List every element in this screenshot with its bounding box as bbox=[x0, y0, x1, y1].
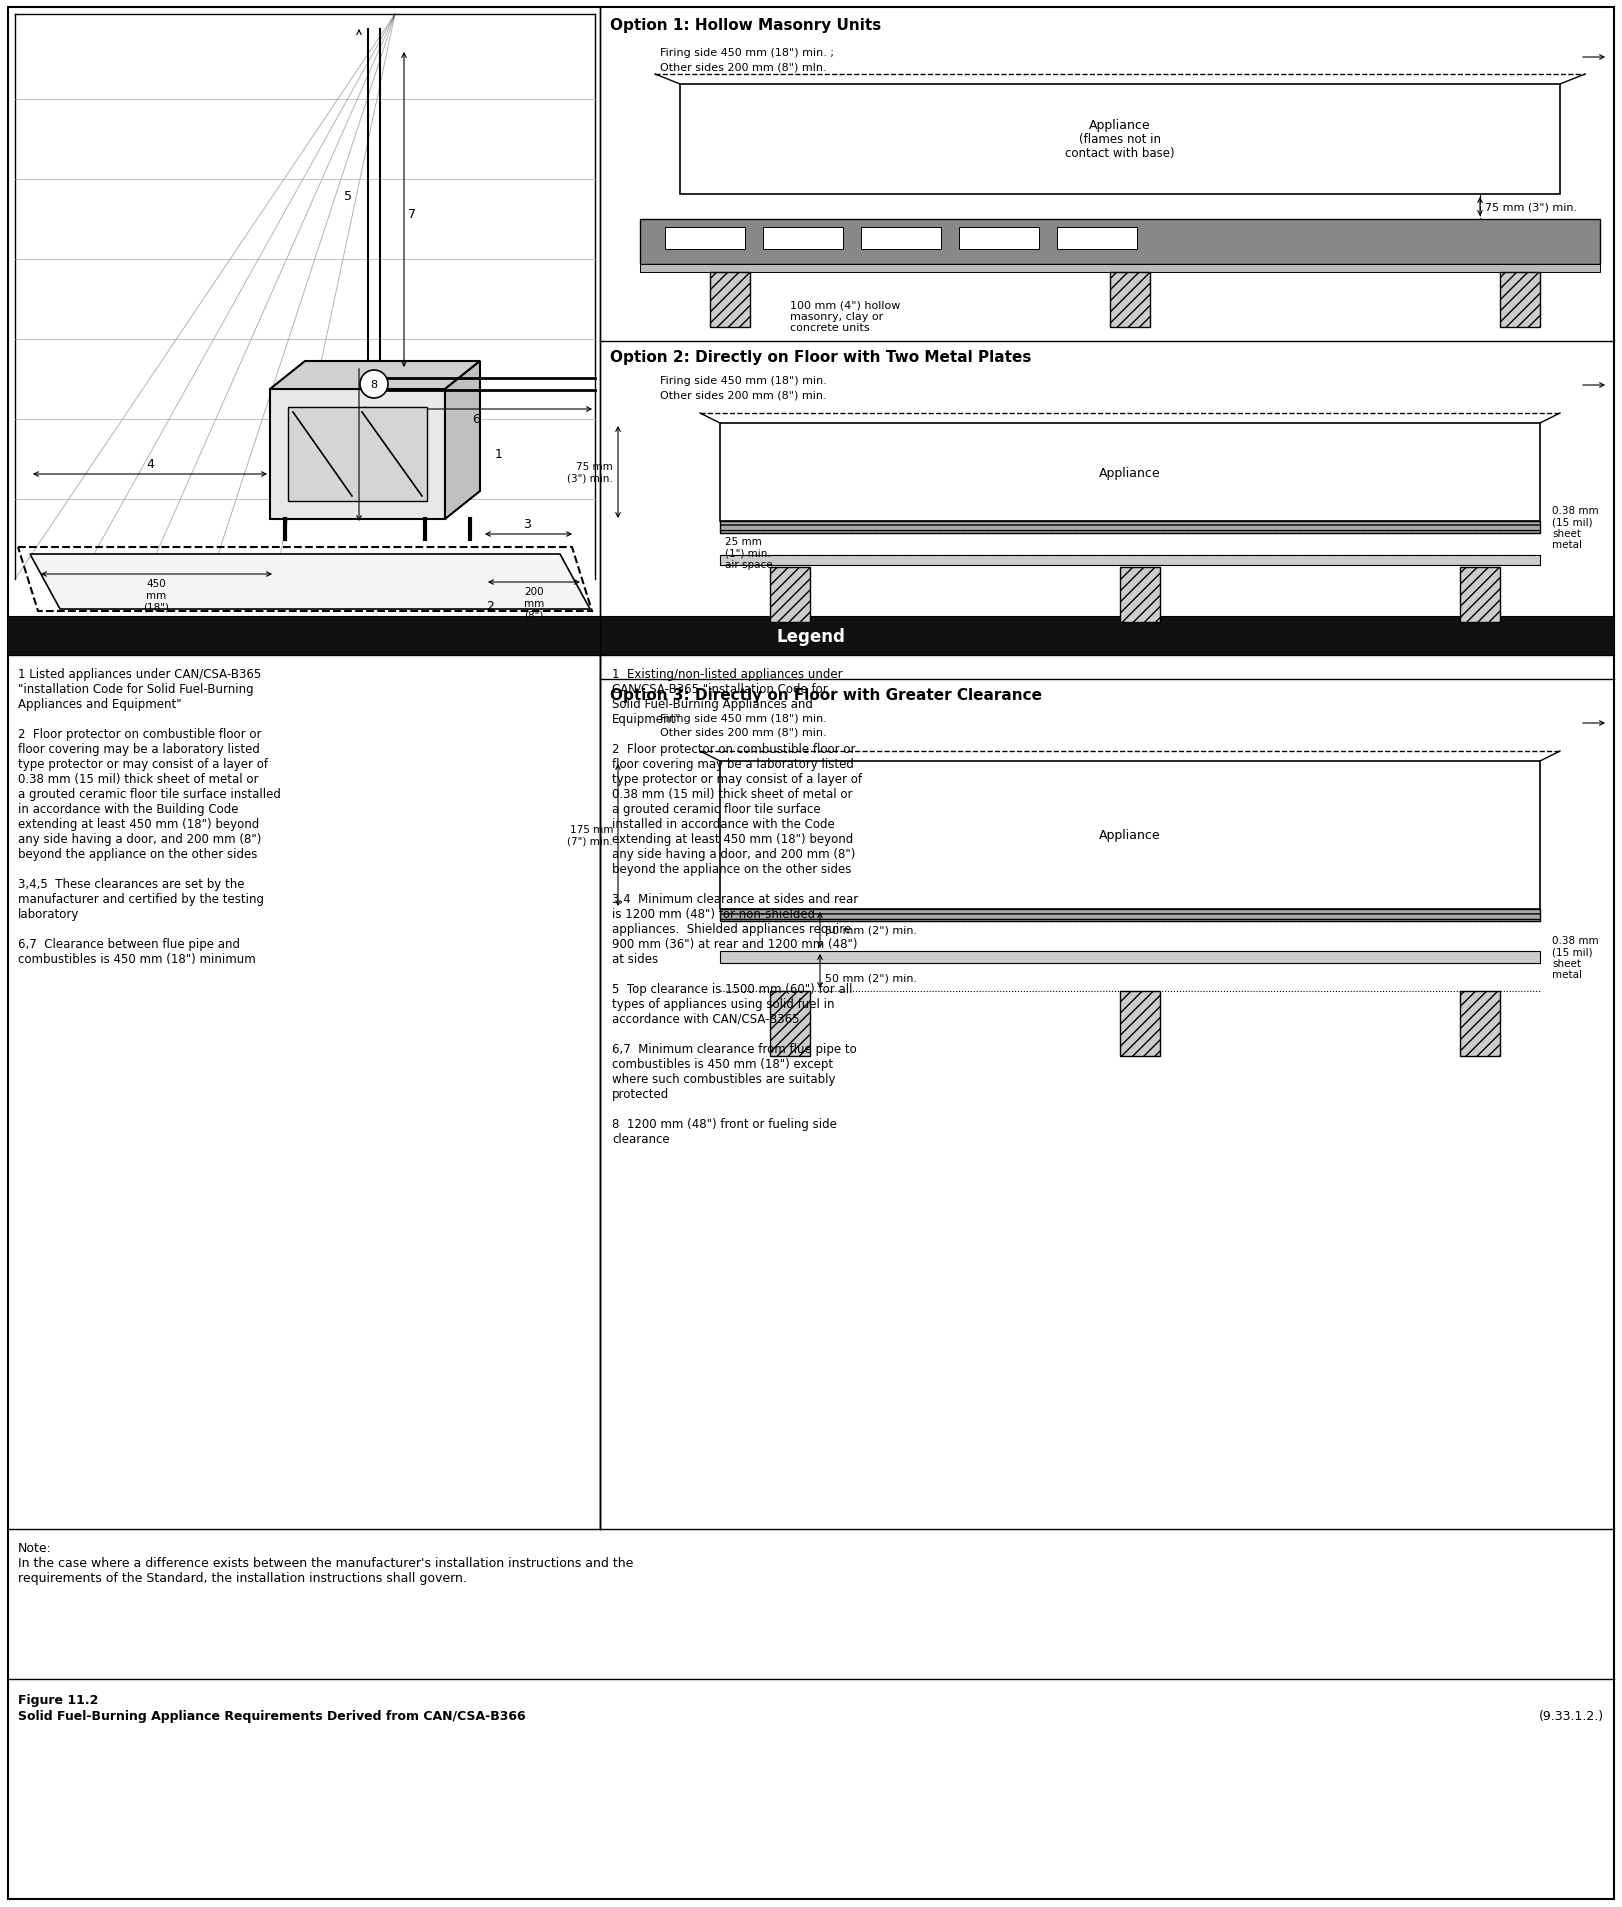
Polygon shape bbox=[269, 362, 480, 389]
Bar bbox=[8, 618, 1614, 656]
Bar bbox=[289, 408, 427, 502]
Text: Option 3: Directly on Floor with Greater Clearance: Option 3: Directly on Floor with Greater… bbox=[610, 688, 1041, 702]
Text: 75 mm
(3") min.: 75 mm (3") min. bbox=[568, 461, 613, 484]
Text: 50 mm (2") min.: 50 mm (2") min. bbox=[826, 925, 916, 936]
Text: Other sides 200 mm (8") min.: Other sides 200 mm (8") min. bbox=[660, 389, 827, 400]
Bar bbox=[680, 86, 1560, 195]
Text: Firing side 450 mm (18") min.: Firing side 450 mm (18") min. bbox=[660, 713, 827, 723]
Text: 7: 7 bbox=[409, 208, 415, 221]
Bar bbox=[1500, 273, 1539, 328]
Bar bbox=[1121, 992, 1160, 1056]
Bar bbox=[861, 227, 941, 250]
Text: 1 Listed appliances under CAN/CSA-B365
"installation Code for Solid Fuel-Burning: 1 Listed appliances under CAN/CSA-B365 "… bbox=[18, 667, 281, 965]
Polygon shape bbox=[29, 555, 590, 610]
Text: 3: 3 bbox=[522, 517, 530, 530]
Text: Appliance: Appliance bbox=[1100, 830, 1161, 843]
Bar bbox=[770, 568, 809, 624]
Bar bbox=[1460, 568, 1500, 624]
Text: Other sides 200 mm (8") mln.: Other sides 200 mm (8") mln. bbox=[660, 61, 827, 72]
Text: 2: 2 bbox=[487, 601, 495, 614]
Bar bbox=[641, 219, 1599, 265]
Text: Firing side 450 mm (18") min. ;: Firing side 450 mm (18") min. ; bbox=[660, 48, 834, 57]
Text: Appliance: Appliance bbox=[1100, 465, 1161, 479]
Text: Option 2: Directly on Floor with Two Metal Plates: Option 2: Directly on Floor with Two Met… bbox=[610, 349, 1032, 364]
Bar bbox=[720, 910, 1539, 921]
Text: 50 mm (2") min.: 50 mm (2") min. bbox=[826, 973, 916, 984]
Bar bbox=[959, 227, 1040, 250]
Text: contact with base): contact with base) bbox=[1066, 147, 1174, 160]
Text: (flames not in: (flames not in bbox=[1079, 133, 1161, 147]
Text: Legend: Legend bbox=[777, 627, 845, 646]
Bar bbox=[1460, 992, 1500, 1056]
Text: Firing side 450 mm (18") min.: Firing side 450 mm (18") min. bbox=[660, 376, 827, 385]
Text: Option 1: Hollow Masonry Units: Option 1: Hollow Masonry Units bbox=[610, 17, 881, 32]
Text: 0.38 mm
(15 mil)
sheet
metal: 0.38 mm (15 mil) sheet metal bbox=[1552, 934, 1599, 980]
Text: 0.38 mm
(15 mil)
sheet
metal: 0.38 mm (15 mil) sheet metal bbox=[1552, 505, 1599, 549]
Bar bbox=[762, 227, 843, 250]
Text: 5: 5 bbox=[344, 189, 352, 202]
Text: (9.33.1.2.): (9.33.1.2.) bbox=[1539, 1709, 1604, 1722]
Bar bbox=[710, 273, 749, 328]
Bar bbox=[720, 423, 1539, 523]
Text: 450
mm
(18"): 450 mm (18") bbox=[143, 578, 169, 612]
Text: Note:
In the case where a difference exists between the manufacturer's installat: Note: In the case where a difference exi… bbox=[18, 1541, 633, 1585]
Bar bbox=[770, 992, 809, 1056]
Text: 100 mm (4") hollow
masonry, clay or
concrete units: 100 mm (4") hollow masonry, clay or conc… bbox=[790, 299, 900, 334]
Text: 1  Existing/non-listed appliances under
CAN/CSA-B365 "installation Code for
Soli: 1 Existing/non-listed appliances under C… bbox=[611, 667, 861, 1146]
Bar bbox=[720, 761, 1539, 910]
Bar bbox=[1058, 227, 1137, 250]
Text: 25 mm
(1") min.
air space: 25 mm (1") min. air space bbox=[725, 536, 772, 570]
Bar bbox=[720, 523, 1539, 534]
Bar bbox=[269, 389, 444, 521]
Text: 1: 1 bbox=[495, 448, 503, 461]
Text: 75 mm (3") min.: 75 mm (3") min. bbox=[1486, 202, 1577, 212]
Bar bbox=[720, 952, 1539, 963]
Text: Appliance: Appliance bbox=[1090, 118, 1152, 132]
Text: 200
mm
(8"): 200 mm (8") bbox=[524, 587, 543, 620]
Bar bbox=[1121, 568, 1160, 624]
Text: Solid Fuel-Burning Appliance Requirements Derived from CAN/CSA-B366: Solid Fuel-Burning Appliance Requirement… bbox=[18, 1709, 526, 1722]
Text: 175 mm
(7") min.: 175 mm (7") min. bbox=[568, 824, 613, 847]
Bar bbox=[1109, 273, 1150, 328]
Text: 6: 6 bbox=[472, 412, 480, 425]
Text: Figure 11.2: Figure 11.2 bbox=[18, 1693, 99, 1707]
Bar bbox=[665, 227, 744, 250]
Circle shape bbox=[360, 370, 388, 399]
Polygon shape bbox=[444, 362, 480, 521]
Text: 4: 4 bbox=[146, 458, 154, 471]
Bar bbox=[720, 555, 1539, 566]
Text: 8: 8 bbox=[370, 379, 378, 389]
Text: Other sides 200 mm (8") min.: Other sides 200 mm (8") min. bbox=[660, 728, 827, 738]
Bar bbox=[641, 265, 1599, 273]
